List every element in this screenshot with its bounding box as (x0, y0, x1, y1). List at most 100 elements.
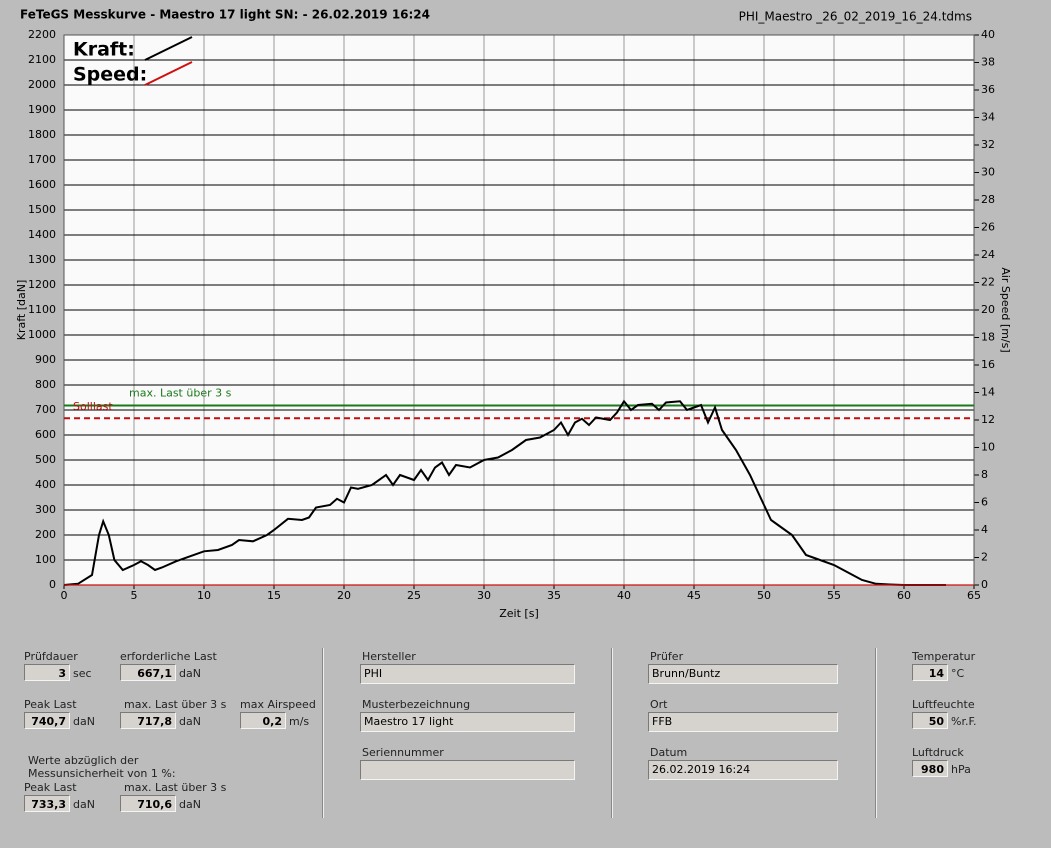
x-axis-label: Zeit [s] (499, 607, 538, 620)
y2-tick-label: 40 (981, 28, 995, 41)
field-value: 50 (912, 712, 948, 729)
y2-tick-label: 36 (981, 83, 995, 96)
x-tick-label: 0 (61, 589, 68, 602)
field-value: 717,8 (120, 712, 176, 729)
legend-label: Speed: (73, 64, 147, 86)
chart: FeTeGS Messkurve - Maestro 17 light SN: … (15, 8, 1012, 621)
y-tick-label: 2200 (28, 28, 56, 41)
field-value: 667,1 (120, 664, 176, 681)
reference-label: Solllast (73, 400, 113, 413)
y-tick-label: 700 (35, 403, 56, 416)
note: Messunsicherheit von 1 %: (28, 767, 176, 780)
field-label: Seriennummer (362, 746, 444, 759)
y-tick-label: 1100 (28, 303, 56, 316)
y2-tick-label: 14 (981, 386, 995, 399)
file-name: PHI_Maestro _26_02_2019_16_24.tdms (739, 10, 972, 24)
y2-tick-label: 0 (981, 578, 988, 591)
field-label: Datum (650, 746, 688, 759)
field-value: FFB (648, 712, 838, 732)
window-title: FeTeGS Messkurve - Maestro 17 light SN: … (20, 8, 430, 22)
y-tick-label: 1400 (28, 228, 56, 241)
y-tick-label: 1900 (28, 103, 56, 116)
y-tick-label: 500 (35, 453, 56, 466)
y2-tick-label: 2 (981, 551, 988, 564)
field-label: max Airspeed (240, 698, 316, 711)
field-label: max. Last über 3 s (124, 698, 227, 711)
field-label: Peak Last (24, 698, 77, 711)
field-label: Temperatur (912, 650, 976, 663)
y-tick-label: 400 (35, 478, 56, 491)
field-value: 14 (912, 664, 948, 681)
field-unit: daN (73, 798, 95, 811)
field-unit: daN (179, 798, 201, 811)
y-tick-label: 900 (35, 353, 56, 366)
x-tick-label: 55 (827, 589, 841, 602)
field-unit: daN (73, 715, 95, 728)
y-axis-label: Kraft [daN] (15, 280, 28, 341)
field-value: 26.02.2019 16:24 (648, 760, 838, 780)
field-value: 980 (912, 760, 948, 777)
field-label: Hersteller (362, 650, 416, 663)
y-tick-label: 1300 (28, 253, 56, 266)
x-tick-label: 20 (337, 589, 351, 602)
field-label: Ort (650, 698, 668, 711)
field-label: Luftdruck (912, 746, 964, 759)
y-tick-label: 1200 (28, 278, 56, 291)
y2-tick-label: 16 (981, 358, 995, 371)
field-unit: hPa (951, 763, 971, 776)
y-tick-label: 1500 (28, 203, 56, 216)
x-tick-label: 45 (687, 589, 701, 602)
y2-axis-label: Air Speed [m/s] (999, 267, 1012, 352)
y-tick-label: 300 (35, 503, 56, 516)
x-tick-label: 15 (267, 589, 281, 602)
separator (611, 648, 613, 818)
field-unit: %r.F. (951, 715, 977, 728)
y-tick-label: 1600 (28, 178, 56, 191)
y2-tick-label: 22 (981, 276, 995, 289)
x-tick-label: 35 (547, 589, 561, 602)
y2-tick-label: 28 (981, 193, 995, 206)
note: Werte abzüglich der (28, 754, 139, 767)
y-tick-label: 800 (35, 378, 56, 391)
field-label: max. Last über 3 s (124, 781, 227, 794)
y-tick-label: 1000 (28, 328, 56, 341)
field-label: Prüfer (650, 650, 684, 663)
field-label: Musterbezeichnung (362, 698, 471, 711)
field-unit: sec (73, 667, 92, 680)
field-label: Luftfeuchte (912, 698, 975, 711)
y2-tick-label: 20 (981, 303, 995, 316)
field-unit: daN (179, 667, 201, 680)
x-tick-label: 30 (477, 589, 491, 602)
legend-swatch (144, 61, 193, 86)
y-tick-label: 100 (35, 553, 56, 566)
field-value: 733,3 (24, 795, 70, 812)
y-tick-label: 1700 (28, 153, 56, 166)
x-tick-label: 50 (757, 589, 771, 602)
y-tick-label: 2000 (28, 78, 56, 91)
y2-tick-label: 12 (981, 413, 995, 426)
y-tick-label: 1800 (28, 128, 56, 141)
y2-tick-label: 24 (981, 248, 995, 261)
y-tick-label: 0 (49, 578, 56, 591)
field-unit: m/s (289, 715, 310, 728)
x-tick-label: 65 (967, 589, 981, 602)
separator (875, 648, 877, 818)
field-value: Brunn/Buntz (648, 664, 838, 684)
x-tick-label: 10 (197, 589, 211, 602)
y-tick-label: 2100 (28, 53, 56, 66)
y2-tick-label: 8 (981, 468, 988, 481)
separator (322, 648, 324, 818)
y2-tick-label: 38 (981, 56, 995, 69)
reference-label: max. Last über 3 s (129, 387, 232, 400)
y2-tick-label: 6 (981, 496, 988, 509)
y-tick-label: 200 (35, 528, 56, 541)
field-value: 710,6 (120, 795, 176, 812)
y2-tick-label: 10 (981, 441, 995, 454)
field-label: erforderliche Last (120, 650, 217, 663)
y2-tick-label: 26 (981, 221, 995, 234)
legend-label: Kraft: (73, 39, 135, 61)
x-tick-label: 25 (407, 589, 421, 602)
y2-tick-label: 4 (981, 523, 988, 536)
field-label: Peak Last (24, 781, 77, 794)
x-tick-label: 40 (617, 589, 631, 602)
